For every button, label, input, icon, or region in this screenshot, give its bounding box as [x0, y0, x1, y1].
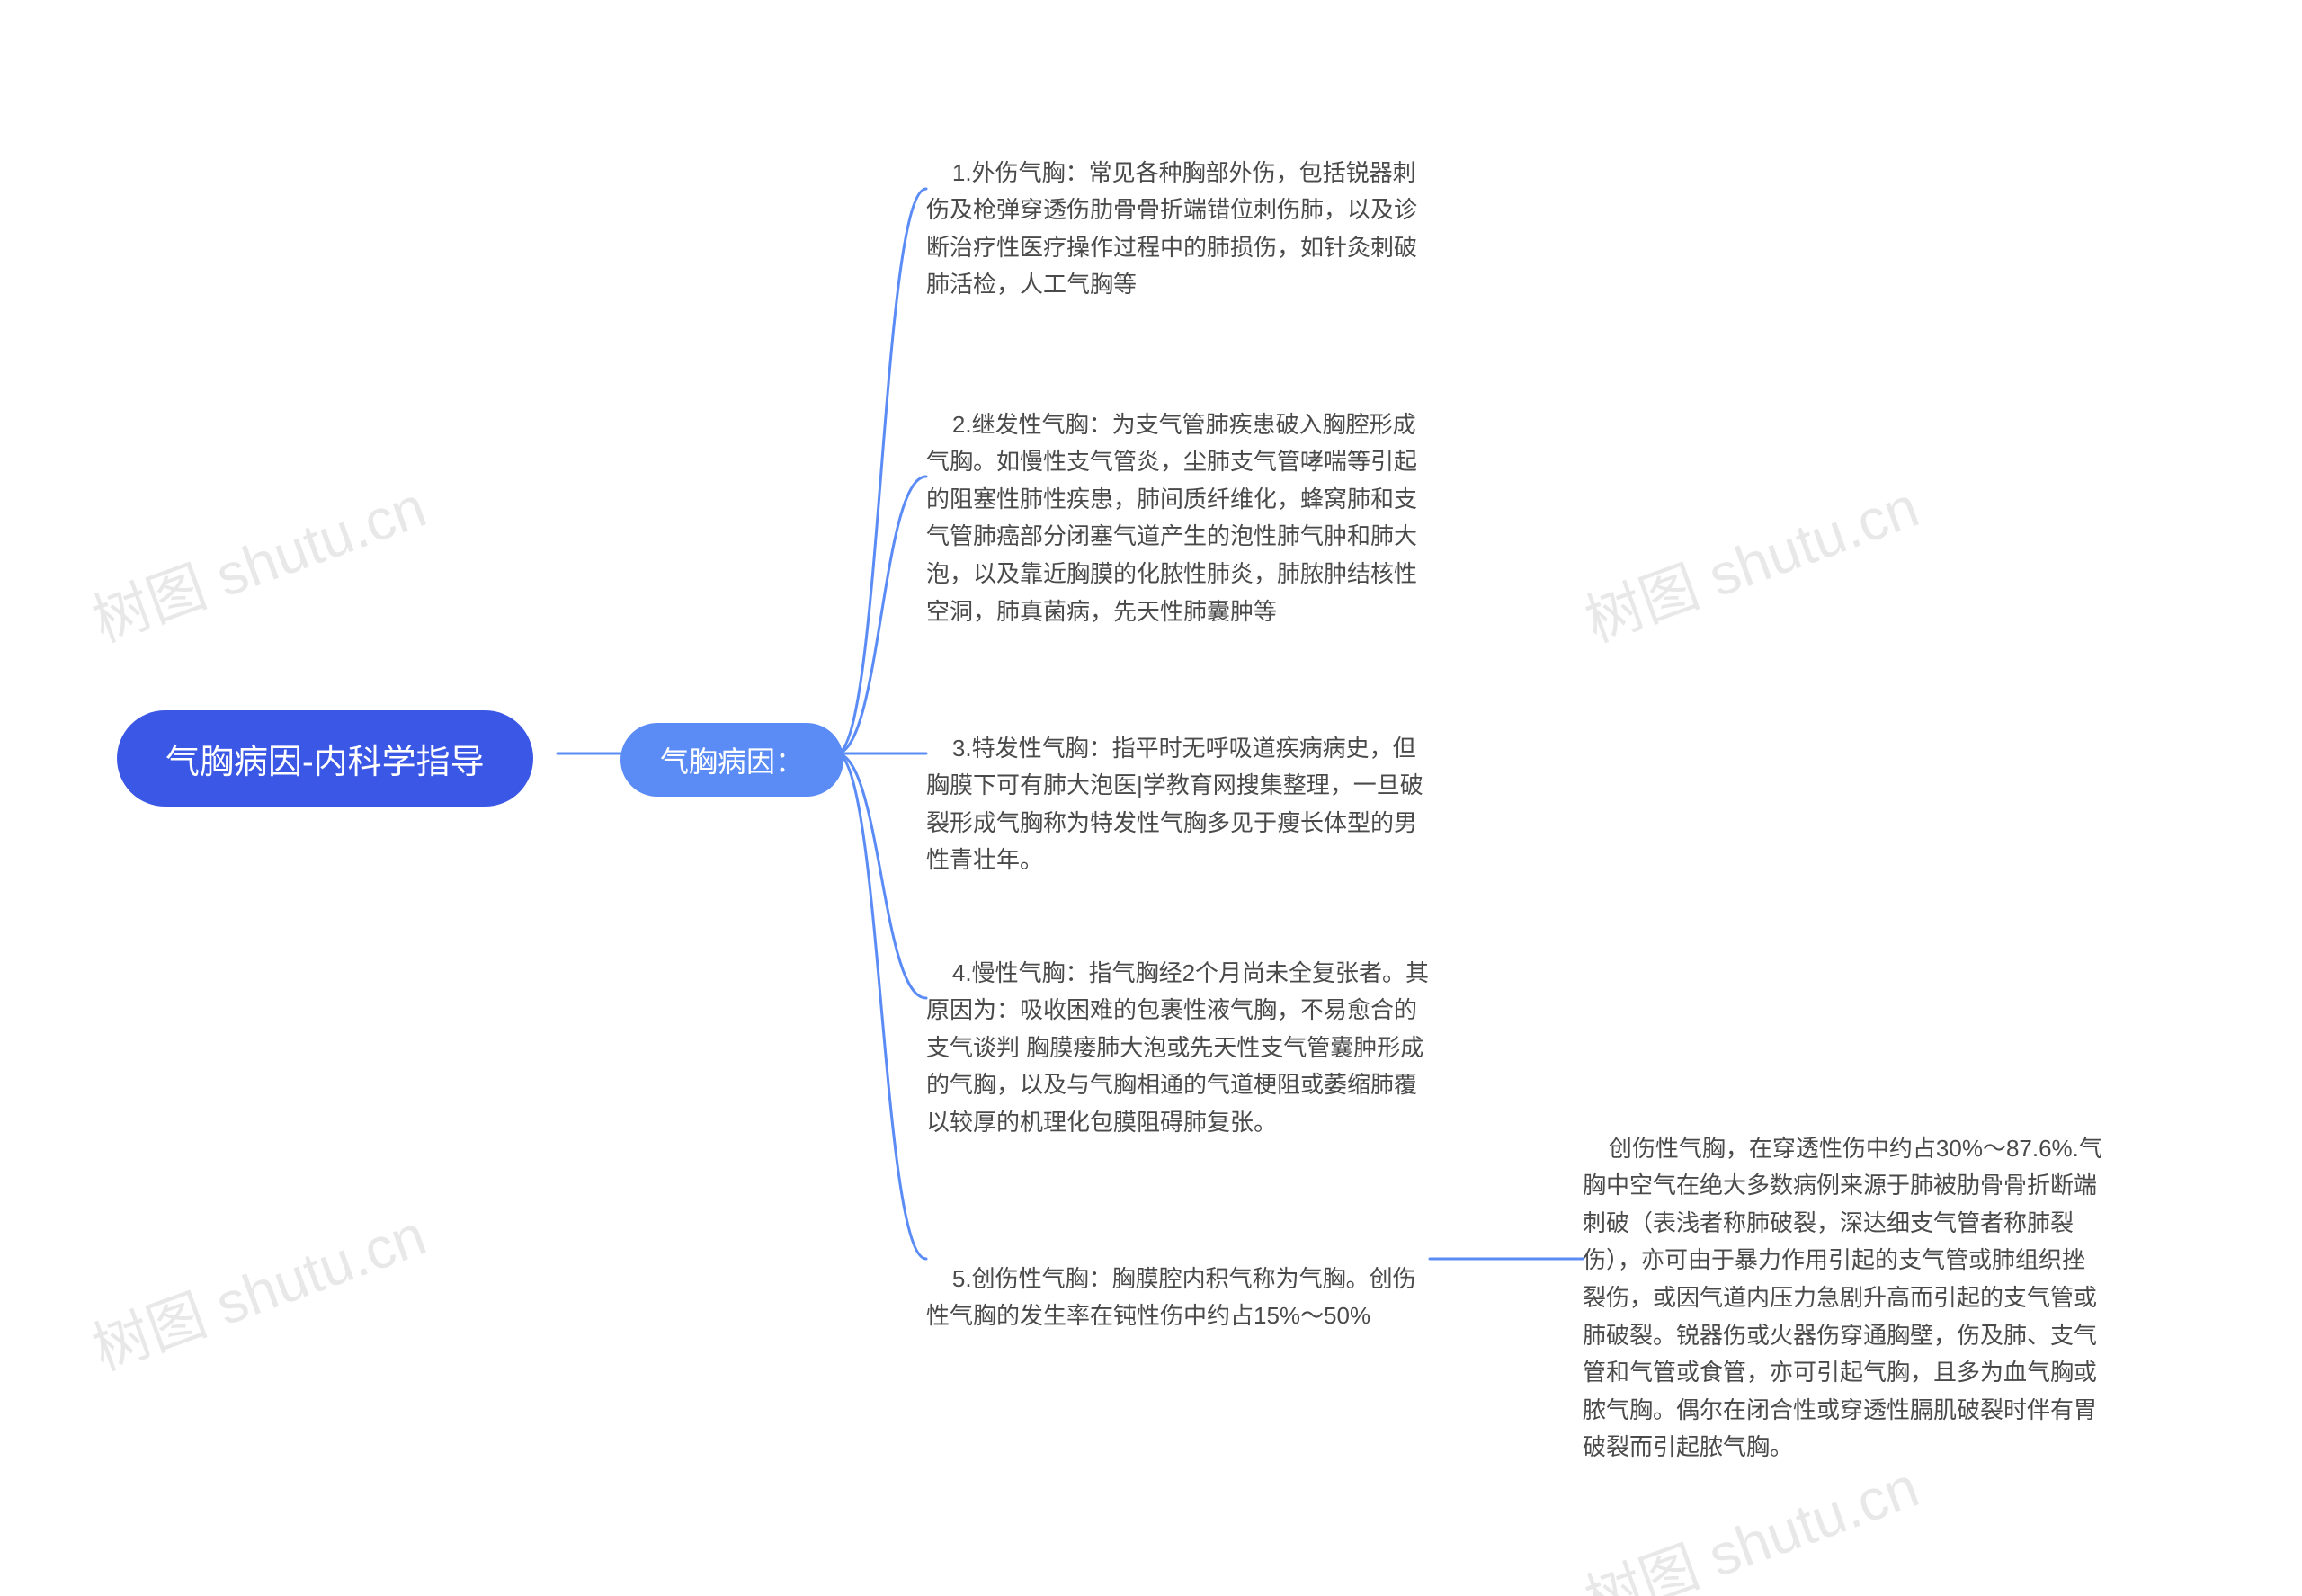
root-label: 气胸病因-内科学指导	[165, 744, 485, 781]
leaf-text: 5.创伤性气胸：胸膜腔内积气称为气胸。创伤性气胸的发生率在钝性伤中约占15%～5…	[926, 1265, 1416, 1330]
root-node[interactable]: 气胸病因-内科学指导	[117, 710, 533, 807]
leaf-node-3[interactable]: 3.特发性气胸：指平时无呼吸道疾病病史，但胸膜下可有肺大泡医|学教育网搜集整理，…	[926, 692, 1430, 917]
leaf-node-1[interactable]: 1.外伤气胸：常见各种胸部外伤，包括锐器刺伤及枪弹穿透伤肋骨骨折端错位刺伤肺，以…	[926, 117, 1430, 342]
leaf-text: 3.特发性气胸：指平时无呼吸道疾病病史，但胸膜下可有肺大泡医|学教育网搜集整理，…	[926, 735, 1423, 874]
leaf-node-5[interactable]: 5.创伤性气胸：胸膜腔内积气称为气胸。创伤性气胸的发生率在钝性伤中约占15%～5…	[926, 1223, 1430, 1372]
mindmap-canvas: 树图 shutu.cn 树图 shutu.cn 树图 shutu.cn 树图 s…	[0, 0, 2302, 1596]
leaf-text: 4.慢性气胸：指气胸经2个月尚未全复张者。其原因为：吸收困难的包裹性液气胸，不易…	[926, 959, 1429, 1136]
leaf-text: 2.继发性气胸：为支气管肺疾患破入胸腔形成气胸。如慢性支气管炎，尘肺支气管哮喘等…	[926, 411, 1417, 625]
leaf-text: 1.外伤气胸：常见各种胸部外伤，包括锐器刺伤及枪弹穿透伤肋骨骨折端错位刺伤肺，以…	[926, 159, 1417, 299]
sub-node[interactable]: 气胸病因：	[620, 723, 843, 797]
detail-node[interactable]: 创伤性气胸，在穿透性伤中约占30%～87.6%.气胸中空气在绝大多数病例来源于肺…	[1583, 1092, 2104, 1504]
sub-label: 气胸病因：	[660, 745, 804, 778]
watermark: 树图 shutu.cn	[80, 461, 436, 658]
leaf-node-2[interactable]: 2.继发性气胸：为支气管肺疾患破入胸腔形成气胸。如慢性支气管炎，尘肺支气管哮喘等…	[926, 369, 1430, 668]
leaf-node-4[interactable]: 4.慢性气胸：指气胸经2个月尚未全复张者。其原因为：吸收困难的包裹性液气胸，不易…	[926, 917, 1430, 1179]
detail-text: 创伤性气胸，在穿透性伤中约占30%～87.6%.气胸中空气在绝大多数病例来源于肺…	[1583, 1135, 2102, 1461]
watermark: 树图 shutu.cn	[80, 1190, 436, 1386]
watermark: 树图 shutu.cn	[1573, 461, 1929, 658]
